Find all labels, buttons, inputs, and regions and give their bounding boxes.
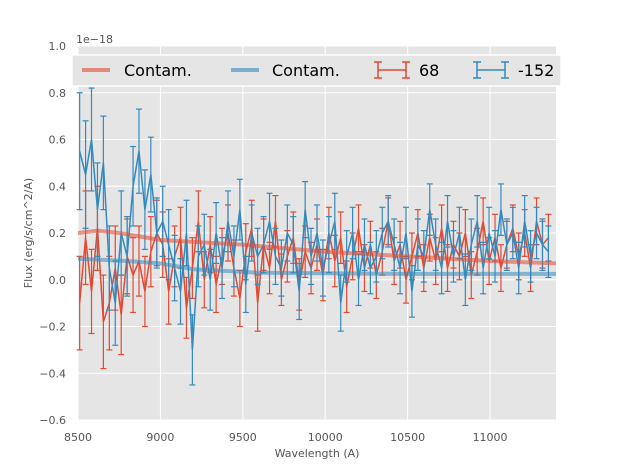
x-tick-label: 8500 bbox=[64, 431, 92, 444]
legend-68-label: 68 bbox=[419, 61, 439, 80]
legend-152-swatch bbox=[473, 61, 509, 79]
y-tick-label: 0.2 bbox=[49, 227, 67, 240]
y-tick-label: −0.4 bbox=[39, 367, 66, 380]
contam-line bbox=[77, 256, 556, 276]
x-tick-label: 10500 bbox=[390, 431, 425, 444]
y-tick-label: −0.2 bbox=[39, 321, 66, 334]
x-axis-label: Wavelength (A) bbox=[275, 447, 360, 460]
legend-68-swatch bbox=[374, 61, 410, 79]
legend-contam-red-label: Contam. bbox=[124, 61, 192, 80]
legend-contam-blue-label: Contam. bbox=[272, 61, 340, 80]
x-tick-label: 11000 bbox=[473, 431, 508, 444]
series-line bbox=[78, 221, 549, 323]
y-tick-label: 0.0 bbox=[49, 274, 67, 287]
y-offset-label: 1e−18 bbox=[76, 33, 113, 46]
series-line bbox=[78, 139, 549, 350]
y-axis-label: Flux (erg/s/cm^2/A) bbox=[22, 178, 35, 288]
legend: Contam. Contam. 68 -152 bbox=[71, 54, 562, 87]
legend-152-label: -152 bbox=[518, 61, 554, 80]
y-tick-label: −0.6 bbox=[39, 414, 66, 427]
y-tick-label: 0.6 bbox=[49, 134, 67, 147]
y-tick-label: 1.0 bbox=[49, 40, 67, 53]
x-tick-label: 10000 bbox=[308, 431, 343, 444]
contam-line bbox=[77, 228, 557, 266]
y-tick-label: 0.8 bbox=[49, 87, 67, 100]
x-tick-label: 9000 bbox=[146, 431, 174, 444]
y-tick-label: 0.4 bbox=[49, 180, 67, 193]
x-tick-label: 9500 bbox=[229, 431, 257, 444]
